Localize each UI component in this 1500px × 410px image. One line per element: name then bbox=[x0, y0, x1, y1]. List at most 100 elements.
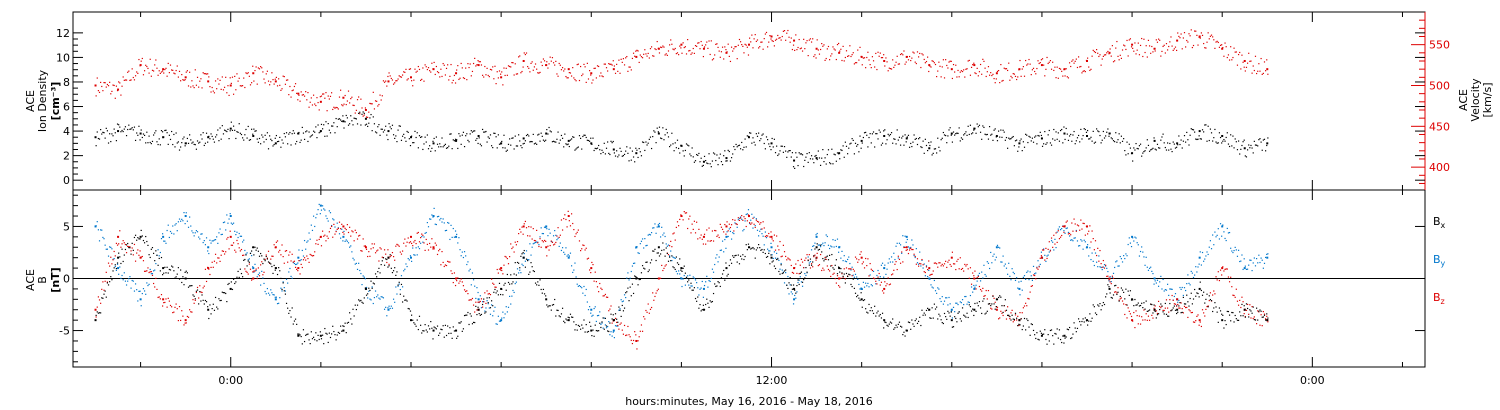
bz-sample bbox=[958, 268, 960, 270]
by-sample bbox=[1022, 276, 1024, 278]
by-sample bbox=[584, 294, 586, 297]
velocity-sample bbox=[522, 66, 524, 68]
velocity-sample bbox=[956, 76, 958, 78]
by-point bbox=[162, 235, 165, 238]
density-sample bbox=[655, 142, 657, 144]
bz-sample bbox=[279, 249, 281, 252]
by-sample bbox=[587, 309, 590, 311]
density-sample bbox=[847, 153, 849, 155]
by-sample bbox=[456, 233, 458, 236]
bx-point bbox=[184, 277, 187, 280]
velocity-point bbox=[162, 68, 165, 71]
density-sample bbox=[913, 134, 915, 136]
density-sample bbox=[1085, 131, 1088, 133]
density-point bbox=[793, 159, 796, 162]
bx-sample bbox=[343, 325, 345, 328]
velocity-sample bbox=[610, 63, 612, 65]
density-sample bbox=[370, 113, 372, 116]
by-sample bbox=[310, 224, 312, 226]
density-sample bbox=[1117, 139, 1119, 141]
by-sample bbox=[1234, 246, 1236, 248]
bz-sample bbox=[1107, 275, 1109, 277]
density-sample bbox=[586, 139, 588, 141]
bz-sample bbox=[1242, 301, 1244, 303]
velocity-sample bbox=[385, 80, 387, 82]
density-point bbox=[229, 127, 232, 130]
bz-sample bbox=[701, 238, 703, 240]
by-sample bbox=[1053, 249, 1055, 251]
by-sample bbox=[376, 296, 378, 298]
velocity-sample bbox=[641, 57, 644, 59]
by-sample bbox=[839, 246, 841, 248]
density-sample bbox=[522, 143, 524, 145]
velocity-sample bbox=[684, 46, 686, 48]
density-sample bbox=[124, 126, 127, 128]
density-sample bbox=[720, 161, 723, 163]
by-point bbox=[635, 246, 638, 249]
density-sample bbox=[310, 135, 312, 137]
bz-sample bbox=[187, 316, 190, 318]
bz-sample bbox=[436, 253, 439, 256]
velocity-sample bbox=[438, 72, 440, 74]
density-sample bbox=[389, 126, 391, 128]
by-sample bbox=[1204, 258, 1206, 260]
bx-sample bbox=[331, 333, 333, 335]
velocity-sample bbox=[979, 63, 982, 66]
velocity-sample bbox=[838, 42, 840, 45]
velocity-sample bbox=[1012, 72, 1014, 75]
bz-sample bbox=[283, 262, 285, 264]
bx-sample bbox=[407, 307, 409, 310]
velocity-sample bbox=[831, 53, 833, 55]
bz-sample bbox=[345, 229, 347, 231]
by-sample bbox=[493, 310, 495, 312]
by-sample bbox=[279, 297, 281, 299]
bz-sample bbox=[470, 299, 472, 301]
velocity-sample bbox=[1010, 75, 1012, 78]
by-sample bbox=[1141, 246, 1143, 248]
density-sample bbox=[398, 125, 400, 127]
velocity-sample bbox=[839, 50, 841, 52]
by-sample bbox=[325, 215, 327, 217]
velocity-sample bbox=[243, 77, 245, 79]
bz-sample bbox=[1181, 308, 1183, 310]
velocity-sample bbox=[1156, 41, 1159, 43]
by-sample bbox=[787, 275, 789, 278]
bz-sample bbox=[662, 269, 664, 272]
velocity-sample bbox=[412, 85, 414, 87]
bx-point bbox=[1040, 334, 1043, 337]
velocity-sample bbox=[726, 51, 728, 53]
by-sample bbox=[638, 252, 640, 255]
bz-sample bbox=[134, 260, 137, 262]
density-sample bbox=[1260, 141, 1262, 143]
velocity-sample bbox=[1178, 35, 1180, 38]
by-sample bbox=[1103, 264, 1106, 266]
bz-sample bbox=[1120, 297, 1122, 299]
velocity-sample bbox=[1080, 65, 1082, 68]
by-sample bbox=[1266, 253, 1268, 256]
by-sample bbox=[361, 283, 363, 286]
velocity-sample bbox=[1049, 60, 1052, 62]
bx-sample bbox=[346, 322, 348, 324]
bz-sample bbox=[1130, 315, 1133, 318]
velocity-sample bbox=[178, 70, 181, 72]
bx-sample bbox=[416, 319, 418, 321]
by-sample bbox=[1188, 282, 1190, 284]
bz-sample bbox=[708, 227, 710, 229]
density-sample bbox=[1197, 138, 1199, 140]
velocity-sample bbox=[1034, 70, 1036, 73]
density-sample bbox=[899, 144, 902, 146]
by-sample bbox=[792, 303, 795, 305]
bz-sample bbox=[500, 269, 502, 271]
bx-sample bbox=[273, 264, 275, 267]
density-point bbox=[657, 132, 660, 135]
density-sample bbox=[177, 141, 179, 143]
bx-sample bbox=[556, 309, 558, 311]
by-sample bbox=[329, 212, 332, 214]
bz-sample bbox=[433, 248, 435, 250]
density-sample bbox=[979, 131, 982, 133]
bz-sample bbox=[890, 274, 893, 276]
velocity-sample bbox=[723, 58, 725, 60]
density-sample bbox=[987, 138, 990, 140]
bz-sample bbox=[795, 263, 797, 265]
bz-sample bbox=[889, 283, 892, 285]
